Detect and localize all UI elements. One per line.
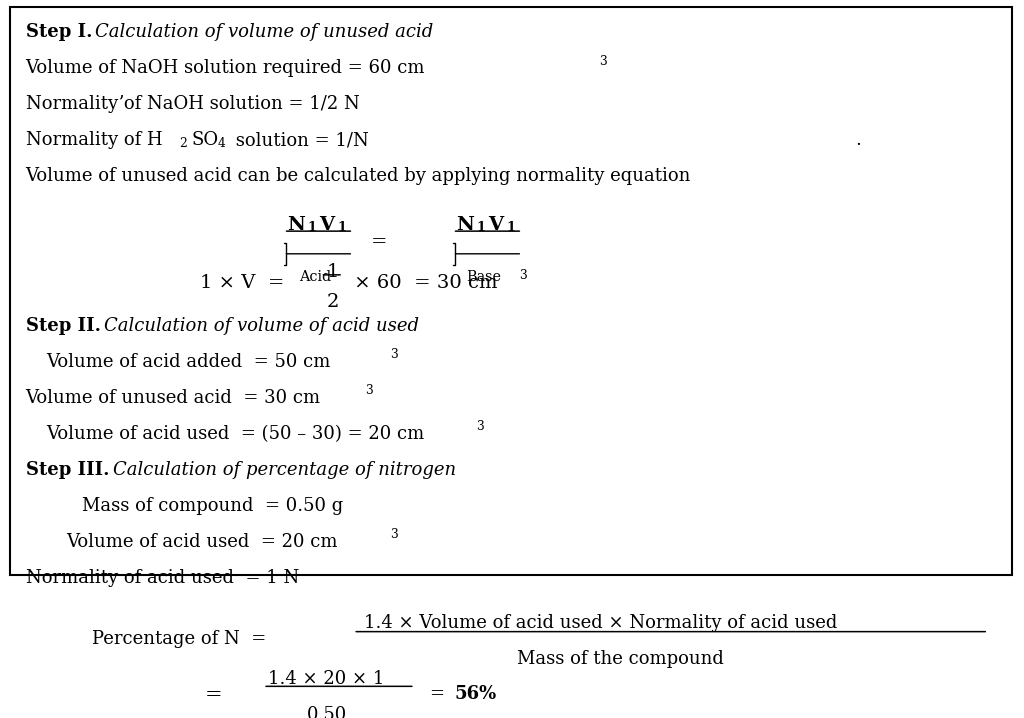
Text: .: . <box>855 131 861 149</box>
Text: 1: 1 <box>307 220 316 233</box>
Text: Base: Base <box>466 270 501 284</box>
Text: N: N <box>456 216 473 234</box>
Text: 2: 2 <box>179 137 187 150</box>
Text: Volume of acid used  = 20 cm: Volume of acid used = 20 cm <box>67 533 338 551</box>
Text: V: V <box>319 216 335 234</box>
Text: Volume of unused acid can be calculated by applying normality equation: Volume of unused acid can be calculated … <box>26 167 691 185</box>
Text: 2: 2 <box>327 293 339 311</box>
Text: 1: 1 <box>507 220 516 233</box>
Text: 1 × V  =: 1 × V = <box>200 274 284 292</box>
Text: V: V <box>488 216 504 234</box>
Text: Mass of compound  = 0.50 g: Mass of compound = 0.50 g <box>82 497 343 515</box>
Text: 1: 1 <box>338 220 347 233</box>
FancyBboxPatch shape <box>10 7 1012 575</box>
Text: =: = <box>205 684 222 704</box>
Text: Calculation of volume of unused acid: Calculation of volume of unused acid <box>95 23 433 41</box>
Text: solution = 1/N: solution = 1/N <box>230 131 369 149</box>
Text: × 60  = 30 cm: × 60 = 30 cm <box>348 274 498 292</box>
Text: Normality of H: Normality of H <box>26 131 162 149</box>
Text: 3: 3 <box>476 420 484 434</box>
Text: 3: 3 <box>390 348 398 361</box>
Text: Step I.: Step I. <box>26 23 92 41</box>
Text: Normality of acid used  = 1 N: Normality of acid used = 1 N <box>26 569 299 587</box>
Text: Step III.: Step III. <box>26 461 110 479</box>
Text: 1.4 × Volume of acid used × Normality of acid used: 1.4 × Volume of acid used × Normality of… <box>364 614 837 633</box>
Text: Normalityʼof NaOH solution = 1/2 N: Normalityʼof NaOH solution = 1/2 N <box>26 95 359 113</box>
Text: 0.50: 0.50 <box>307 706 347 718</box>
Text: Mass of the compound: Mass of the compound <box>517 651 724 668</box>
Text: Acid: Acid <box>299 270 331 284</box>
Text: Calculation of volume of acid used: Calculation of volume of acid used <box>104 317 420 335</box>
Text: =: = <box>430 684 451 703</box>
Text: N: N <box>287 216 304 234</box>
Text: Step II.: Step II. <box>26 317 100 335</box>
Text: Volume of unused acid  = 30 cm: Volume of unused acid = 30 cm <box>26 389 321 407</box>
Text: 3: 3 <box>519 269 527 282</box>
Text: =: = <box>371 233 387 251</box>
Text: Volume of acid added  = 50 cm: Volume of acid added = 50 cm <box>46 353 331 371</box>
Text: 1.4 × 20 × 1: 1.4 × 20 × 1 <box>268 670 385 688</box>
Text: SO: SO <box>191 131 218 149</box>
Text: 3: 3 <box>366 384 374 397</box>
Text: Volume of NaOH solution required = 60 cm: Volume of NaOH solution required = 60 cm <box>26 60 425 78</box>
Text: Volume of acid used  = (50 – 30) = 20 cm: Volume of acid used = (50 – 30) = 20 cm <box>46 425 424 443</box>
Text: 1: 1 <box>327 264 339 281</box>
Text: 3: 3 <box>599 55 607 67</box>
Text: 56%: 56% <box>455 684 497 703</box>
Text: 4: 4 <box>218 137 226 150</box>
Text: Percentage of N  =: Percentage of N = <box>92 630 266 648</box>
Text: Calculation of percentage of nitrogen: Calculation of percentage of nitrogen <box>113 461 456 479</box>
Text: 1: 1 <box>476 220 485 233</box>
Text: 3: 3 <box>390 528 398 541</box>
